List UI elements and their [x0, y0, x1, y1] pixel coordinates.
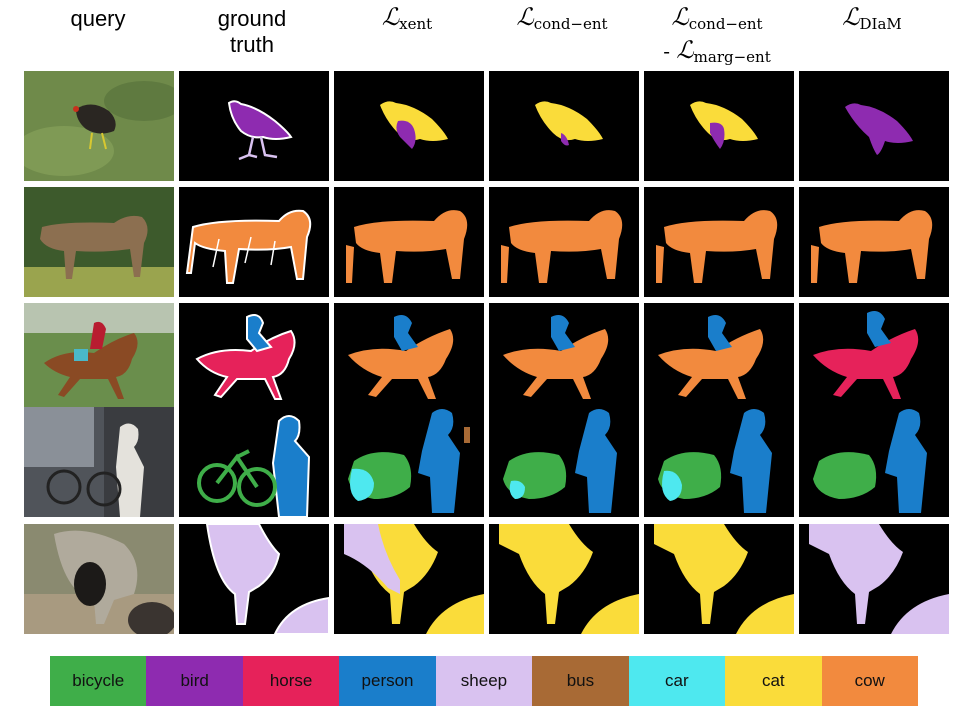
header-ground-truth-line1: ground: [217, 6, 287, 31]
header-loss-cond-minus-marg: ℒcond−ent - ℒmarg−ent: [641, 4, 793, 70]
legend-item-sheep: sheep: [435, 656, 533, 706]
legend-item-horse: horse: [242, 656, 340, 706]
mask-cond-minus-marg-bird: [644, 71, 794, 181]
query-image-horse: [24, 303, 174, 413]
header-ground-truth: ground truth: [176, 6, 328, 58]
mask-ground-truth-bird: [179, 71, 329, 181]
mask-ground-truth-person-bicycle: [179, 407, 329, 517]
header-query: query: [70, 6, 126, 31]
script-l-symbol: ℒ: [516, 3, 534, 31]
header-loss-diam: ℒDIaM: [796, 4, 948, 37]
script-l-symbol: ℒ: [381, 3, 400, 31]
legend-item-cow: cow: [821, 656, 918, 706]
mask-ground-truth-sheep: [179, 524, 329, 634]
query-image-bird: [24, 71, 174, 181]
mask-diam-person-bicycle: [799, 407, 949, 517]
mask-cond-ent-person-bicycle: [489, 407, 639, 517]
mask-diam-horse: [799, 303, 949, 413]
script-l-symbol: ℒ: [671, 3, 689, 31]
header-loss-xent: ℒxent: [331, 4, 483, 37]
mask-xent-bird: [334, 71, 484, 181]
legend-item-person: person: [339, 656, 436, 706]
subscript: marg−ent: [693, 48, 771, 66]
mask-cond-minus-marg-person-bicycle: [644, 407, 794, 517]
mask-xent-horse: [334, 303, 484, 413]
query-image-cow: [24, 187, 174, 297]
subscript: xent: [399, 15, 433, 33]
mask-cond-ent-bird: [489, 71, 639, 181]
legend-item-bird: bird: [146, 656, 243, 706]
header-loss-cond-ent: ℒcond−ent: [486, 4, 638, 37]
query-image-person-bicycle: [24, 407, 174, 517]
legend-item-bus: bus: [532, 656, 629, 706]
mask-diam-bird: [799, 71, 949, 181]
mask-diam-cow: [799, 187, 949, 297]
mask-cond-ent-cow: [489, 187, 639, 297]
subscript: DIaM: [859, 15, 902, 33]
mask-cond-ent-sheep: [489, 524, 639, 634]
subscript: cond−ent: [688, 15, 763, 33]
script-l-symbol: ℒ: [676, 36, 694, 64]
header-ground-truth-line2: truth: [229, 32, 275, 57]
mask-xent-person-bicycle: [334, 407, 484, 517]
mask-cond-minus-marg-sheep: [644, 524, 794, 634]
mask-cond-ent-horse: [489, 303, 639, 413]
query-image-sheep: [24, 524, 174, 634]
mask-xent-cow: [334, 187, 484, 297]
legend-item-cat: cat: [725, 656, 822, 706]
mask-cond-minus-marg-cow: [644, 187, 794, 297]
subscript: cond−ent: [533, 15, 608, 33]
mask-ground-truth-cow: [179, 187, 329, 297]
mask-diam-sheep: [799, 524, 949, 634]
mask-cond-minus-marg-horse: [644, 303, 794, 413]
legend-item-car: car: [628, 656, 726, 706]
mask-ground-truth-horse: [179, 303, 329, 413]
mask-xent-sheep: [334, 524, 484, 634]
script-l-symbol: ℒ: [842, 3, 860, 31]
class-legend: bicycle bird horse person sheep bus car cat cow: [50, 656, 918, 706]
minus-sign: -: [663, 39, 677, 63]
legend-item-bicycle: bicycle: [50, 656, 147, 706]
